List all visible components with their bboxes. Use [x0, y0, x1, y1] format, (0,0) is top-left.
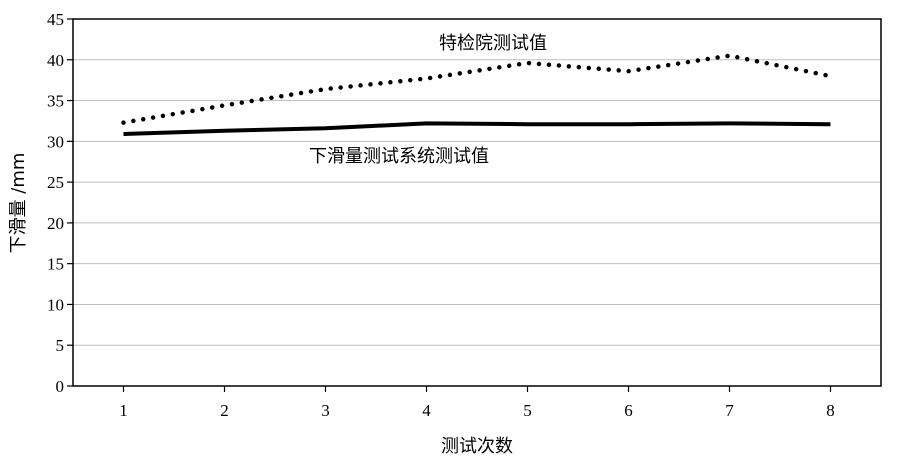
x-tick-label: 5 — [523, 401, 532, 420]
x-axis-title: 测试次数 — [441, 436, 513, 457]
x-tick-label: 4 — [422, 401, 431, 420]
plot-frame — [72, 18, 882, 387]
y-tick-label: 40 — [47, 51, 64, 70]
y-tick-label: 0 — [56, 377, 65, 396]
y-axis: 0 5 10 15 20 25 30 35 40 45 — [47, 10, 73, 396]
y-tick-label: 10 — [47, 295, 64, 314]
series-label-system: 下滑量测试系统测试值 — [309, 146, 489, 167]
y-tick-label: 45 — [47, 10, 64, 29]
series-line-inspection — [121, 53, 833, 125]
y-tick-label: 25 — [47, 173, 64, 192]
y-tick-label: 20 — [47, 214, 64, 233]
x-axis: 1 2 3 4 5 6 7 8 — [119, 386, 835, 420]
series-group — [121, 53, 833, 136]
y-tick-label: 35 — [47, 92, 64, 111]
y-axis-title: 下滑量 /mm — [8, 153, 29, 254]
series-line-system — [123, 121, 831, 136]
x-tick-label: 7 — [725, 401, 734, 420]
x-tick-label: 8 — [826, 401, 835, 420]
x-tick-label: 3 — [321, 401, 330, 420]
y-tick-label: 5 — [56, 336, 65, 355]
series-label-inspection: 特检院测试值 — [439, 33, 547, 54]
x-tick-label: 6 — [624, 401, 633, 420]
x-tick-label: 2 — [220, 401, 229, 420]
x-tick-label: 1 — [119, 401, 128, 420]
y-tick-label: 30 — [47, 132, 64, 151]
y-tick-label: 15 — [47, 255, 64, 274]
gridlines — [73, 59, 881, 346]
